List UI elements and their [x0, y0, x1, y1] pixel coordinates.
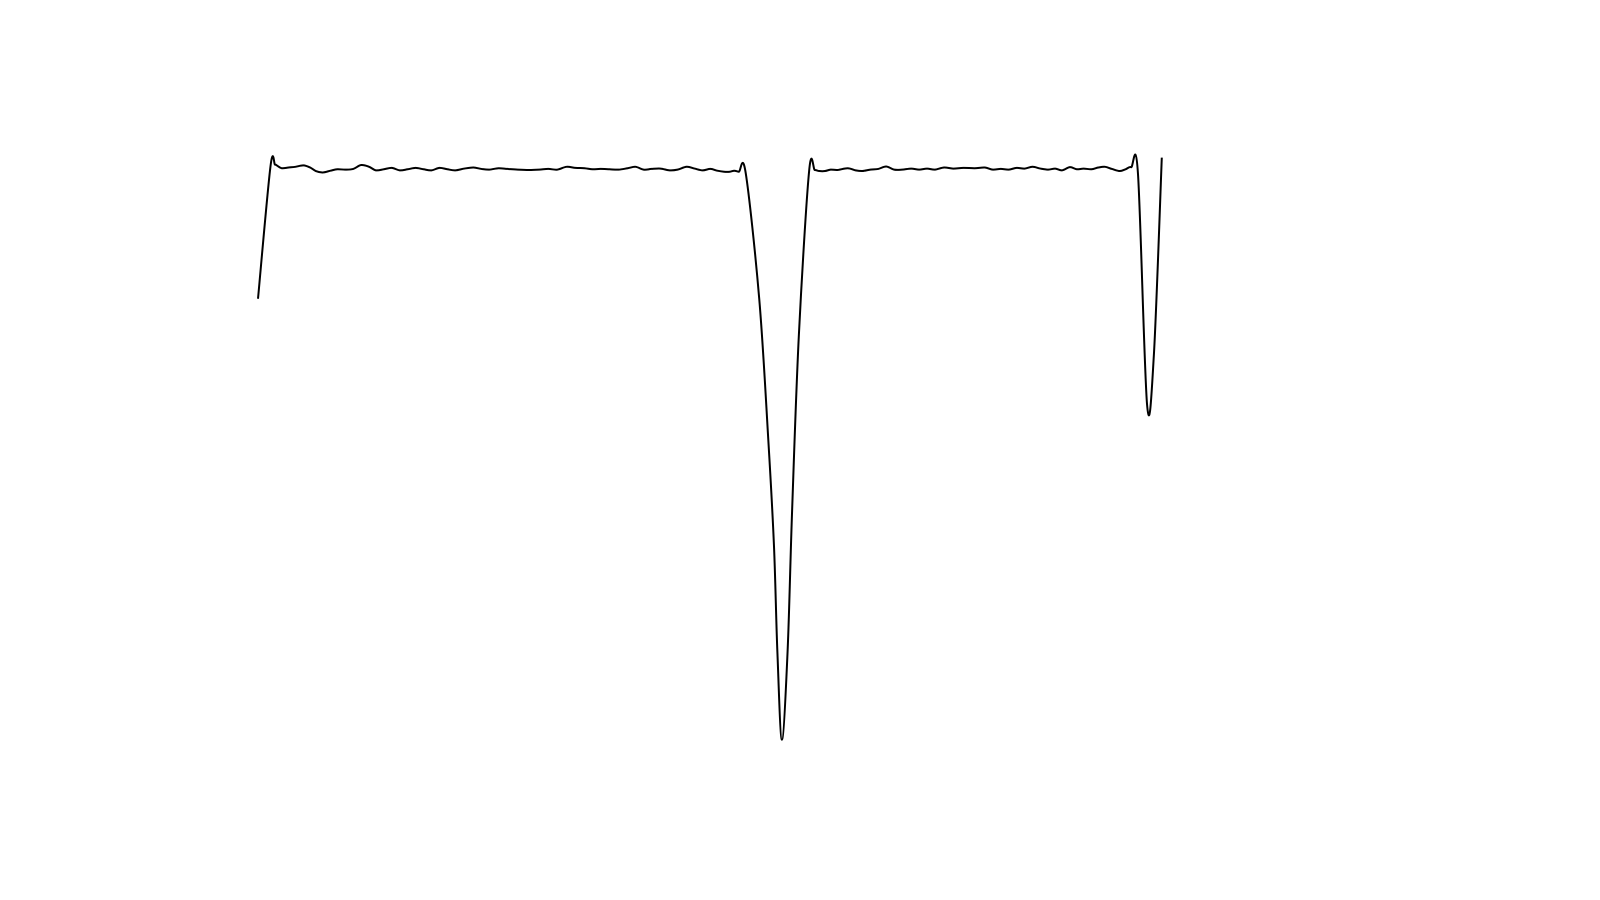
series-line: [257, 153, 1163, 741]
